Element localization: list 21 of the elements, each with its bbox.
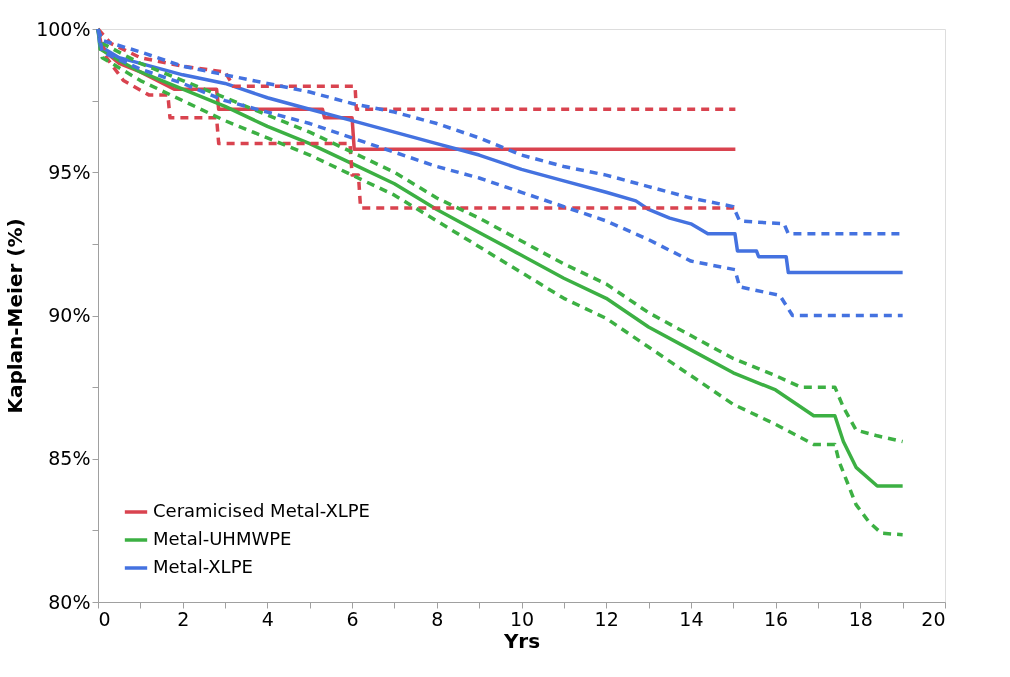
x-tick-label: 12 bbox=[594, 607, 619, 630]
x-tick-label: 4 bbox=[261, 607, 274, 630]
x-tick-label: 8 bbox=[431, 607, 444, 630]
x-tick-label: 14 bbox=[679, 607, 704, 630]
x-tick-label: 6 bbox=[346, 607, 359, 630]
x-tick-label: 0 bbox=[98, 607, 111, 630]
y-tick-label: 85% bbox=[48, 447, 91, 470]
legend-label: Metal-UHMWPE bbox=[153, 528, 292, 549]
y-tick-label: 100% bbox=[36, 17, 91, 40]
y-tick-label: 95% bbox=[48, 160, 91, 183]
x-tick-label: 18 bbox=[848, 607, 873, 630]
y-tick-label: 80% bbox=[48, 590, 91, 613]
y-tick-label: 90% bbox=[48, 304, 91, 326]
y-axis-title: Kaplan-Meier (%) bbox=[3, 218, 28, 414]
x-tick-label: 20 bbox=[921, 607, 946, 630]
x-tick-label: 16 bbox=[764, 607, 789, 630]
x-tick-label: 2 bbox=[177, 607, 190, 630]
x-axis-title: Yrs bbox=[502, 628, 541, 653]
legend-label: Ceramicised Metal-XLPE bbox=[153, 500, 370, 521]
legend-label: Metal-XLPE bbox=[153, 556, 253, 577]
x-tick-label: 10 bbox=[509, 607, 535, 630]
